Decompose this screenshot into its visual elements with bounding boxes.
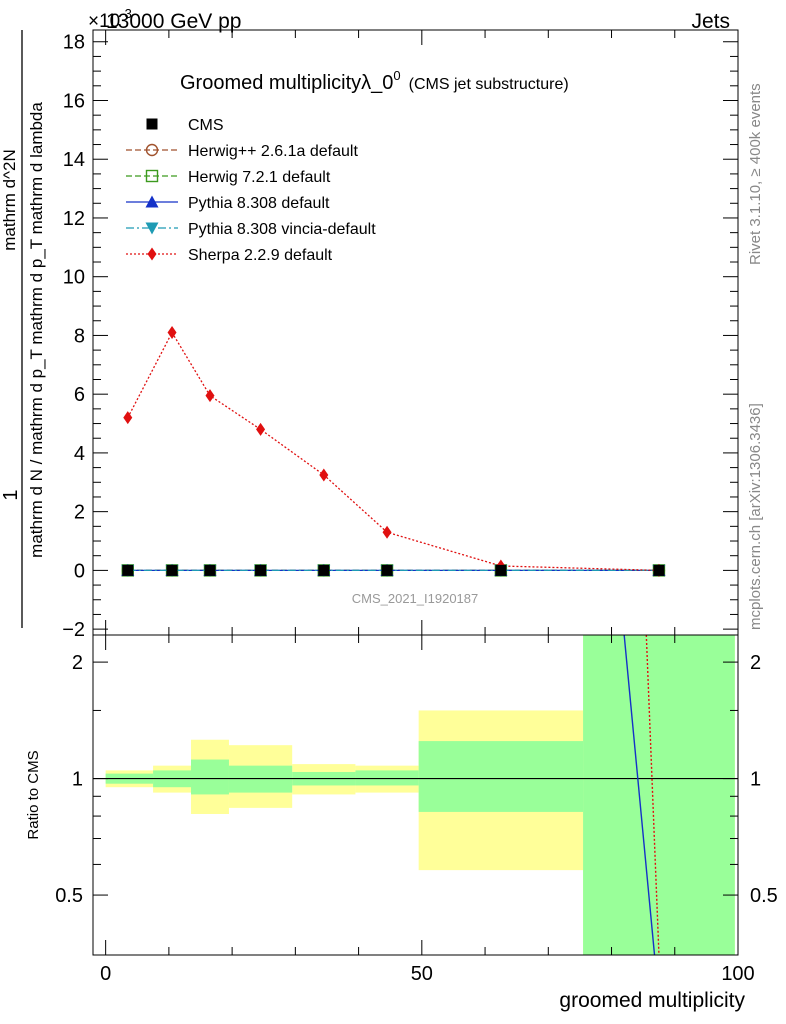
- x-tick-label: 0: [100, 963, 111, 985]
- x-tick-label: 50: [411, 963, 433, 985]
- legend-marker-sherpa-2-2-9-default: [147, 247, 157, 261]
- data-point-sherpa-2-2-9-default: [167, 326, 177, 339]
- data-point-cms: [255, 564, 267, 576]
- ratio-tick-label-right: 1: [750, 769, 761, 791]
- y-label-numerator: 1: [0, 489, 22, 500]
- data-point-sherpa-2-2-9-default: [256, 422, 266, 436]
- legend-label-pythia-8-308-default: Pythia 8.308 default: [188, 195, 330, 212]
- y-tick-label: 6: [74, 384, 85, 406]
- series-line-sherpa-2-2-9-default: [127, 331, 659, 572]
- legend-label-sherpa-2-2-9-default: Sherpa 2.2.9 default: [188, 247, 333, 264]
- data-point-sherpa-2-2-9-default: [382, 525, 392, 539]
- ratio-band-green: [583, 635, 735, 955]
- ratio-line-sherpa: [645, 634, 660, 956]
- ratio-band-green: [418, 741, 584, 812]
- exponent-label: ×10-3: [88, 6, 132, 32]
- legend-label-herwig-2-6-1a-default: Herwig++ 2.6.1a default: [188, 143, 358, 160]
- ratio-band-green: [355, 770, 419, 786]
- y-tick-label: 2: [74, 502, 85, 524]
- data-point-cms: [495, 564, 507, 576]
- x-axis-label: groomed multiplicity: [559, 989, 745, 1012]
- data-point-cms: [381, 564, 393, 576]
- data-point-cms: [122, 564, 134, 576]
- x-tick-label: 100: [721, 963, 754, 985]
- y-tick-label: 18: [63, 32, 85, 54]
- ratio-tick-label: 1: [72, 769, 83, 791]
- legend-label-pythia-8-308-vincia-default: Pythia 8.308 vincia-default: [188, 221, 376, 238]
- ratio-tick-label-right: 0.5: [750, 885, 778, 907]
- ratio-tick-label: 2: [72, 652, 83, 674]
- y-tick-label: 14: [63, 149, 85, 171]
- data-point-sherpa-2-2-9-default: [319, 468, 329, 482]
- y-tick-label: 12: [63, 208, 85, 230]
- ratio-line-pythia: [623, 634, 656, 956]
- y-tick-label: 10: [63, 267, 85, 289]
- data-point-sherpa-2-2-9-default: [123, 411, 133, 425]
- ratio-tick-label: 0.5: [55, 885, 83, 907]
- legend-marker-pythia-8-308-vincia-default: [145, 222, 159, 235]
- data-point-cms: [204, 564, 216, 576]
- watermark: CMS_2021_I1920187: [352, 591, 479, 606]
- data-point-cms: [166, 564, 178, 576]
- ratio-plot-frame: [92, 634, 739, 956]
- legend-marker-herwig-2-6-1a-default: [145, 143, 159, 157]
- y-label-denominator: mathrm d N / mathrm d p_T mathrm d p_T m…: [27, 102, 46, 558]
- rivet-label: Rivet 3.1.10, ≥ 400k events: [747, 83, 764, 265]
- y-label-top: mathrm d^2N: [0, 149, 19, 251]
- y-tick-label: −2: [62, 619, 85, 641]
- data-point-cms: [653, 564, 665, 576]
- ratio-y-label: Ratio to CMS: [25, 750, 42, 839]
- legend-label-cms: CMS: [188, 117, 224, 134]
- y-axis-label: 1 mathrm d N / mathrm d p_T mathrm d p_T…: [0, 30, 46, 628]
- data-point-sherpa-2-2-9-default: [205, 389, 215, 403]
- legend-marker-herwig-7-2-1-default: [145, 169, 159, 183]
- legend-marker-cms: [146, 118, 158, 130]
- y-tick-label: 0: [74, 560, 85, 582]
- energy-label: 13000 GeV pp: [106, 10, 241, 33]
- mcplots-label: mcplots.cern.ch [arXiv:1306.3436]: [747, 403, 764, 630]
- ratio-tick-label-right: 2: [750, 652, 761, 674]
- y-tick-label: 8: [74, 325, 85, 347]
- data-point-cms: [318, 564, 330, 576]
- ratio-band-green: [191, 759, 229, 795]
- category-label: Jets: [691, 10, 730, 33]
- legend-label-herwig-7-2-1-default: Herwig 7.2.1 default: [188, 169, 331, 186]
- y-tick-label: 16: [63, 90, 85, 112]
- y-tick-label: 4: [74, 443, 85, 465]
- chart-title: Groomed multiplicityλ_00(CMS jet substru…: [180, 68, 569, 94]
- legend-marker-pythia-8-308-default: [145, 195, 159, 208]
